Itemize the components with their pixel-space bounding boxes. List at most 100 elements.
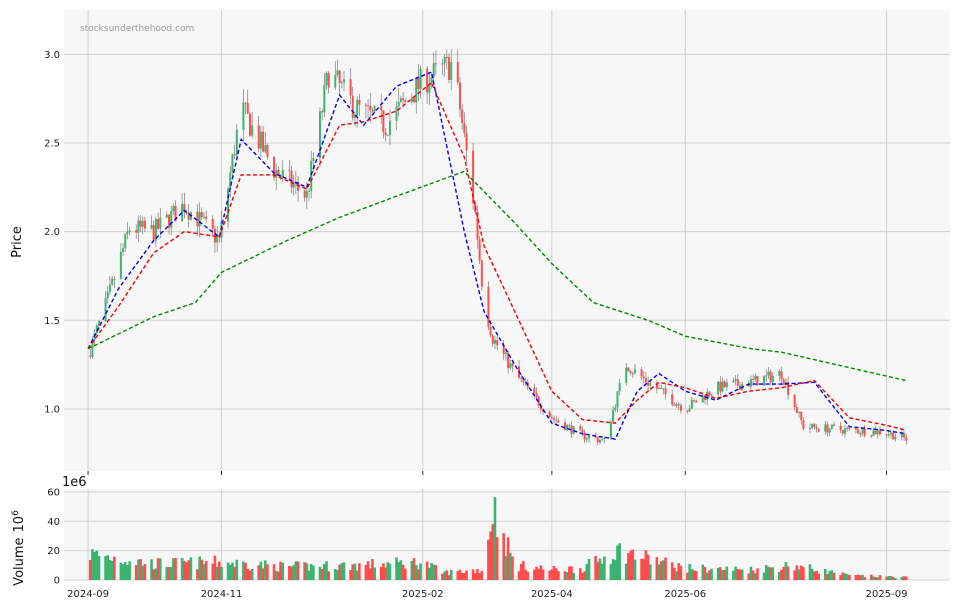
volume-bar bbox=[511, 556, 514, 580]
candle-body bbox=[312, 158, 315, 162]
candle-body bbox=[598, 440, 601, 443]
candle-body bbox=[251, 125, 254, 136]
candle-body bbox=[892, 432, 895, 440]
candle-body bbox=[861, 428, 864, 434]
volume-bar bbox=[572, 572, 576, 580]
candle-body bbox=[183, 203, 186, 213]
candle-body bbox=[124, 233, 127, 249]
candle-body bbox=[211, 218, 214, 229]
candle-body bbox=[629, 371, 632, 374]
candle-body bbox=[857, 429, 860, 434]
candle-body bbox=[168, 214, 171, 228]
candle-body bbox=[461, 109, 464, 123]
volume-bar bbox=[213, 555, 217, 580]
volume-bar bbox=[616, 545, 619, 580]
candle-body bbox=[612, 409, 615, 422]
candle-body bbox=[292, 183, 295, 188]
volume-bar bbox=[869, 574, 873, 580]
volume-bar bbox=[288, 565, 291, 580]
volume-bar bbox=[780, 569, 783, 580]
volume-bar bbox=[708, 570, 711, 580]
volume-bar bbox=[428, 567, 431, 580]
candle-body bbox=[660, 387, 663, 389]
candle-body bbox=[765, 375, 768, 377]
volume-bar bbox=[244, 562, 247, 580]
volume-bar bbox=[158, 558, 162, 580]
candle-body bbox=[872, 430, 875, 436]
volume-bar bbox=[430, 562, 433, 580]
volume-bar bbox=[443, 571, 446, 580]
candle-body bbox=[465, 133, 468, 151]
volume-bar bbox=[137, 559, 140, 580]
candle-body bbox=[625, 367, 628, 383]
candle-body bbox=[833, 424, 836, 426]
candle-body bbox=[787, 382, 790, 395]
volume-bar bbox=[388, 563, 392, 580]
price-tick-label: 1.5 bbox=[44, 316, 60, 327]
volume-bar bbox=[900, 576, 904, 580]
candle-body bbox=[723, 381, 726, 387]
candle-body bbox=[388, 120, 391, 136]
candle-body bbox=[732, 380, 735, 383]
candle-body bbox=[235, 129, 238, 156]
candle-body bbox=[413, 98, 416, 103]
candle-body bbox=[244, 102, 247, 104]
candle-body bbox=[583, 432, 586, 440]
candle-body bbox=[456, 62, 459, 83]
candle-body bbox=[649, 383, 652, 386]
candle-body bbox=[539, 405, 542, 410]
volume-bar bbox=[878, 574, 882, 580]
volume-bar bbox=[292, 565, 296, 580]
volume-bar bbox=[351, 564, 355, 580]
candle-body bbox=[487, 286, 490, 327]
candle-body bbox=[303, 190, 306, 198]
tick-labels: 1.0 1.5 2.0 2.5 3.0 0 20 40 60 2024-09 2024-11 2025… bbox=[44, 50, 907, 600]
candle-body bbox=[203, 216, 206, 218]
candle-body bbox=[297, 181, 300, 191]
volume-bar bbox=[734, 566, 737, 580]
volume-bar bbox=[174, 557, 177, 580]
candle-body bbox=[187, 212, 190, 220]
candle-body bbox=[128, 230, 131, 232]
volume-bar bbox=[169, 566, 173, 580]
candle-body bbox=[349, 79, 352, 96]
volume-bar bbox=[756, 568, 759, 580]
volume-bar bbox=[480, 570, 484, 580]
volume-bar bbox=[434, 565, 438, 580]
volume-bar bbox=[231, 562, 234, 580]
candle-body bbox=[579, 426, 582, 430]
candle-body bbox=[382, 110, 385, 133]
candle-body bbox=[384, 132, 387, 136]
volume-bar bbox=[373, 567, 376, 580]
candle-body bbox=[878, 430, 881, 435]
volume-bar bbox=[91, 549, 94, 580]
volume-bar bbox=[771, 567, 775, 580]
volume-bar bbox=[95, 550, 99, 580]
volume-bar bbox=[554, 568, 558, 580]
volume-bar bbox=[128, 561, 131, 580]
volume-bar bbox=[904, 576, 908, 580]
volume-bar bbox=[508, 552, 512, 580]
volume-axis-label: Volume 106 bbox=[11, 510, 27, 586]
candle-body bbox=[675, 404, 678, 406]
candle-body bbox=[95, 325, 98, 334]
volume-bar bbox=[690, 569, 694, 580]
candle-body bbox=[848, 427, 851, 429]
candle-body bbox=[181, 203, 184, 222]
volume-bar bbox=[539, 565, 543, 580]
volume-bar bbox=[578, 568, 582, 580]
volume-bar bbox=[266, 564, 269, 580]
volume-bar bbox=[795, 565, 799, 580]
volume-bar bbox=[843, 573, 847, 580]
volume-bar bbox=[826, 574, 829, 580]
volume-bar bbox=[677, 563, 681, 580]
volume-bar bbox=[784, 562, 788, 580]
candle-body bbox=[717, 381, 720, 395]
volume-bar bbox=[778, 571, 781, 580]
volume-bar bbox=[397, 562, 401, 580]
volume-bar bbox=[797, 569, 801, 580]
candle-body bbox=[830, 424, 833, 430]
volume-bar bbox=[211, 563, 215, 580]
candle-body bbox=[290, 170, 293, 188]
volume-bar bbox=[524, 569, 527, 580]
